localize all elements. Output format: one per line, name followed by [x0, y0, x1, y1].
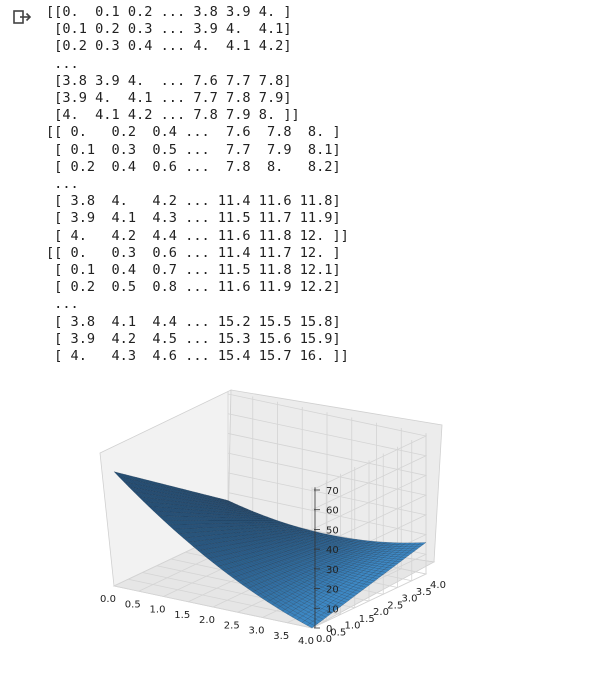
x-tick-label: 0.5 [125, 599, 141, 610]
y-tick-label: 3.5 [416, 587, 432, 598]
x-tick-label: 1.5 [174, 610, 190, 621]
x-tick-label: 3.5 [273, 631, 289, 642]
y-axis-ticks: 0.00.51.01.52.02.53.03.54.0 [316, 580, 446, 645]
output-arrow-icon[interactable] [12, 8, 32, 26]
z-tick-label: 0 [326, 624, 332, 635]
z-tick-label: 70 [326, 486, 339, 497]
x-tick-label: 1.0 [150, 605, 166, 616]
z-tick-label: 20 [326, 585, 339, 596]
y-tick-label: 2.5 [387, 600, 403, 611]
y-tick-label: 3.0 [402, 594, 418, 605]
y-tick-label: 2.0 [373, 607, 389, 618]
x-tick-label: 4.0 [298, 636, 314, 647]
y-tick-label: 0.0 [316, 634, 332, 645]
x-tick-label: 2.5 [224, 620, 240, 631]
y-tick-label: 1.0 [345, 621, 361, 632]
z-tick-label: 40 [326, 545, 339, 556]
surface-plot: 0.0 0.5 1.0 1.5 2.0 2.5 3.0 3.5 4.0 0.00.51.01.5… [99, 389, 446, 647]
z-axis-ticks: 0 10 20 30 40 50 60 70 [314, 486, 339, 635]
cell-output-text: [[0. 0.1 0.2 ... 3.8 3.9 4. ] [0.1 0.2 0… [46, 4, 349, 365]
z-tick-label: 30 [326, 565, 339, 576]
x-tick-label: 3.0 [249, 626, 265, 637]
z-tick-label: 10 [326, 604, 339, 615]
z-tick-label: 50 [326, 525, 339, 536]
x-axis-ticks: 0.0 0.5 1.0 1.5 2.0 2.5 3.0 3.5 4.0 [100, 594, 314, 647]
y-tick-label: 0.5 [330, 627, 346, 638]
x-tick-label: 0.0 [100, 594, 116, 605]
surface-mesh [113, 471, 427, 629]
grid-line-z [227, 413, 428, 511]
grid-line-z [227, 433, 428, 530]
z-tick-label: 60 [326, 506, 339, 517]
y-tick-label: 4.0 [430, 580, 446, 591]
x-tick-label: 2.0 [199, 615, 215, 626]
grid-line-z [227, 452, 428, 550]
grid-line-z [227, 393, 428, 491]
y-tick-label: 1.5 [359, 614, 375, 625]
